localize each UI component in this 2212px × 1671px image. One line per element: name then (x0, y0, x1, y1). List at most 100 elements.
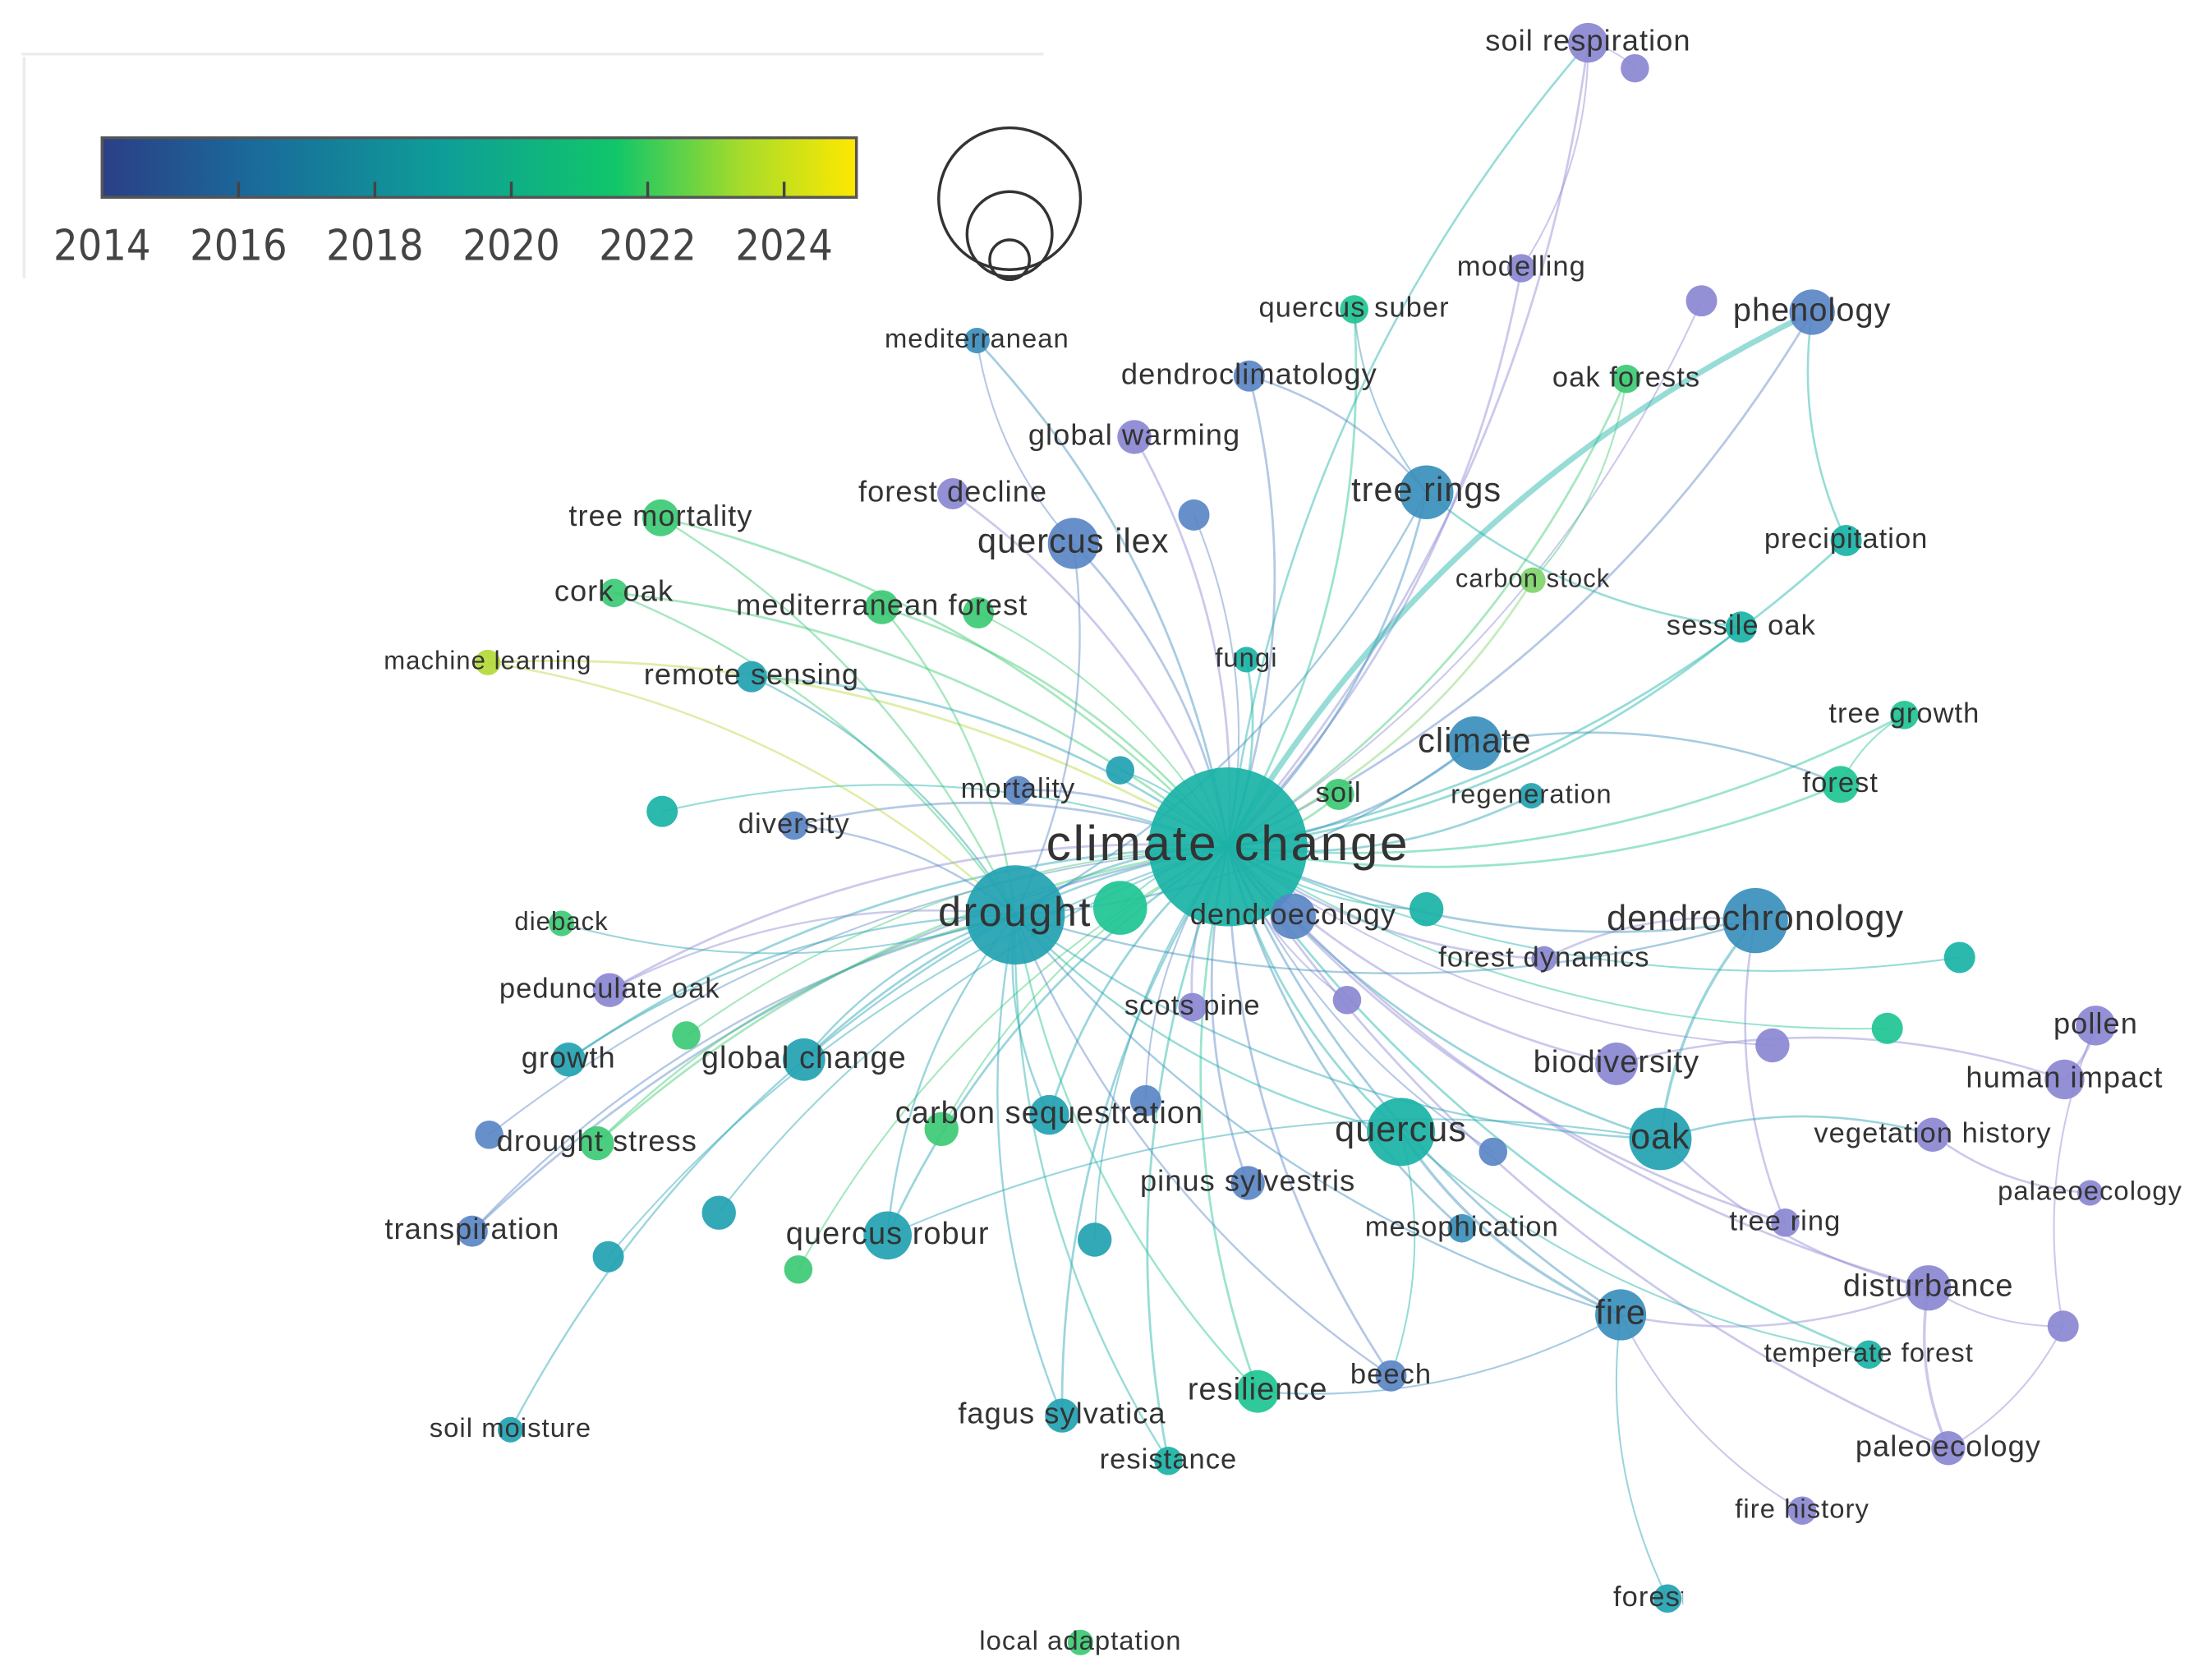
node-label: dendroecology (1190, 897, 1396, 931)
node (1685, 285, 1718, 317)
node (1106, 756, 1135, 785)
node-label: forest dynamics (1438, 941, 1649, 973)
node (1270, 893, 1316, 940)
node-label: quercus suber (1258, 292, 1449, 324)
edge (1948, 1325, 2064, 1449)
edge (1226, 42, 1589, 848)
node-label: carbon sequestration (895, 1096, 1203, 1130)
edge (609, 909, 1016, 992)
node (1755, 1028, 1790, 1063)
node (1233, 360, 1265, 392)
node-label: forest decline (858, 475, 1047, 509)
edge (488, 845, 1229, 1136)
edge (1658, 919, 1757, 1139)
edge (596, 845, 1229, 1144)
node-label: remote sensing (644, 657, 859, 691)
edge (1199, 846, 1259, 1392)
tick-label: 2024 (735, 221, 833, 270)
tick-label: 2016 (190, 221, 287, 270)
edge (1806, 311, 1847, 541)
node (1148, 767, 1308, 927)
edge (1520, 43, 1589, 269)
node (1117, 420, 1152, 454)
node (1931, 1431, 1966, 1466)
node-label: fungi (1215, 642, 1277, 673)
node (1595, 1289, 1647, 1341)
node-label: pedunculate oak (499, 973, 720, 1004)
node (2044, 1059, 2085, 1100)
edge (886, 914, 1016, 1236)
node-label: transpiration (384, 1212, 559, 1245)
node (1004, 776, 1032, 805)
edge (1014, 914, 1661, 1140)
edge (471, 914, 1016, 1232)
edge (1227, 845, 1960, 972)
node (937, 477, 969, 509)
nodes (456, 22, 2116, 1655)
edge (561, 914, 1016, 955)
edge (1014, 543, 1081, 916)
node-label: soil respiration (1485, 24, 1690, 58)
color-bar (100, 136, 858, 199)
edge (1227, 714, 1906, 854)
node-label: beech (1350, 1359, 1432, 1390)
node (475, 1120, 504, 1149)
edge (685, 845, 1229, 1037)
node-label: mediterranean (885, 323, 1069, 353)
node-label: global warming (1028, 417, 1240, 451)
node (784, 1254, 813, 1284)
node (600, 578, 628, 608)
node (865, 590, 899, 624)
edge (660, 517, 1017, 916)
node (1943, 941, 1975, 974)
edge (1225, 309, 1814, 849)
edge (568, 914, 1016, 1061)
edge (976, 339, 1230, 848)
node (672, 1021, 701, 1050)
edge (487, 661, 1016, 916)
tick-label: 2018 (326, 221, 424, 270)
edge (1014, 914, 1170, 1462)
edge (1060, 846, 1230, 1416)
node-label: scots pine (1124, 990, 1261, 1021)
node (2076, 1006, 2116, 1046)
node (1531, 946, 1557, 972)
node (1332, 985, 1362, 1015)
node-label: mesophication (1365, 1211, 1559, 1242)
edge (1616, 1036, 2065, 1081)
node (1518, 783, 1544, 809)
node (1154, 1447, 1183, 1475)
node (1236, 1369, 1280, 1413)
node (1621, 53, 1649, 83)
node-label: drought stress (497, 1124, 697, 1158)
edge (2053, 1024, 2097, 1327)
node-label: precipitation (1764, 523, 1929, 555)
edge (1620, 1314, 1803, 1512)
edge (1226, 309, 1358, 848)
node (592, 1241, 624, 1273)
node-label: soil moisture (430, 1412, 591, 1443)
node-label: biodiversity (1534, 1045, 1699, 1079)
node-label: tree growth (1828, 697, 1980, 729)
node (1890, 701, 1919, 730)
node-label: dieback (514, 907, 608, 936)
edge (1400, 1131, 1869, 1356)
node (1822, 766, 1860, 803)
node (1077, 1222, 1112, 1257)
edge (1227, 378, 1628, 848)
node-label: soil (1316, 777, 1362, 808)
node (1178, 499, 1210, 531)
edge (1353, 309, 1428, 493)
node (2077, 1180, 2104, 1206)
node (1409, 892, 1444, 927)
edge (509, 914, 1016, 1430)
edge (1227, 626, 1742, 849)
edge (1400, 1130, 1621, 1317)
edge (609, 843, 1229, 992)
node (551, 1043, 586, 1077)
edge (1923, 1287, 1950, 1449)
node (646, 795, 678, 827)
crop-mask (1683, 1531, 2212, 1671)
node (1854, 1340, 1883, 1369)
